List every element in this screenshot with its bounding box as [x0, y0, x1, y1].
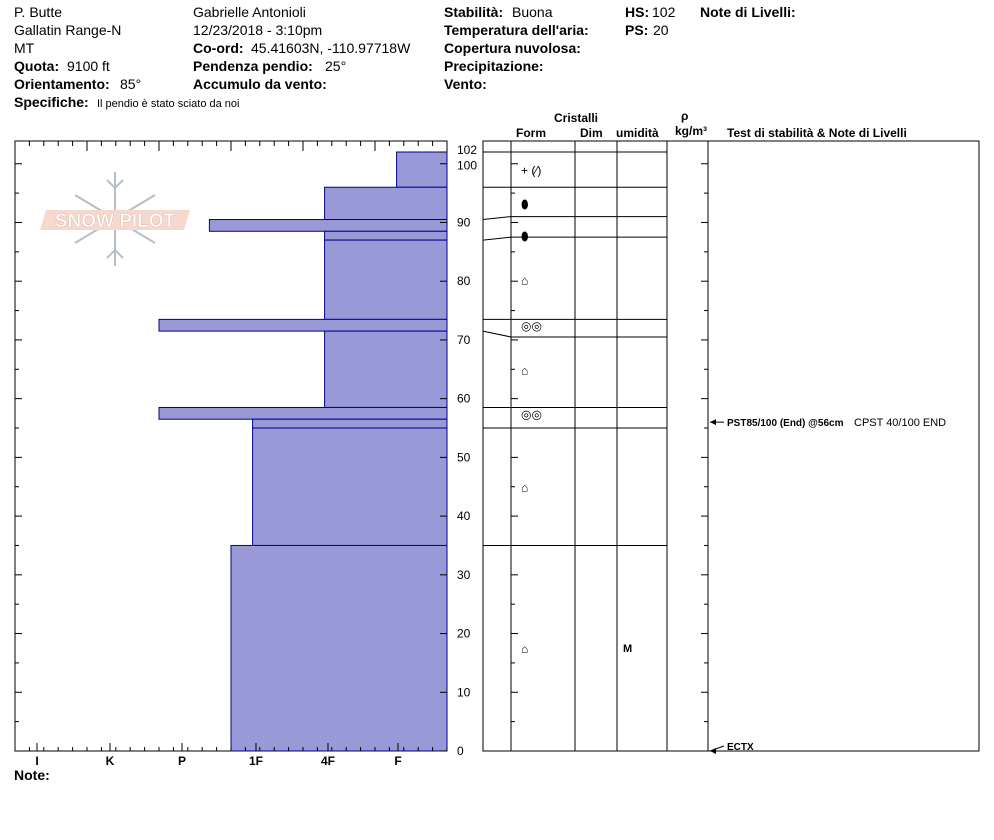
stability-value: Buona — [512, 4, 553, 20]
hardness-label-4F: 4F — [321, 754, 335, 768]
form-symbol-1: ⬮ — [521, 197, 529, 211]
col-umidita: umidità — [616, 126, 659, 140]
form-symbol-7: ◎◎ — [521, 407, 542, 421]
snowpilot-logo: SNOW PILOT — [40, 172, 190, 266]
orient-label: Orientamento: — [14, 76, 110, 92]
hardness-bar-1 — [324, 186, 448, 221]
coord-value: 45.41603N, -110.97718W — [251, 40, 411, 56]
depth-label-0: 0 — [457, 744, 464, 758]
moisture-10: M — [623, 643, 632, 655]
form-symbol-10: ⌂ — [521, 642, 528, 656]
depth-label-100: 100 — [457, 159, 477, 173]
test-arrowhead-0 — [710, 419, 716, 426]
hardness-label-K: K — [106, 754, 115, 768]
spec-label: Specifiche: — [14, 94, 89, 110]
hardness-bar-7 — [158, 406, 448, 420]
depth-label-102: 102 — [457, 143, 477, 157]
hs-value: 102 — [652, 4, 676, 20]
hardness-bar-2 — [208, 219, 448, 232]
table-frame — [482, 140, 980, 752]
form-symbol-9: ⌂ — [521, 481, 528, 495]
depth-label-60: 60 — [457, 392, 471, 406]
wind-accumulation-label: Accumulo da vento: — [193, 76, 327, 92]
depth-label-80: 80 — [457, 274, 471, 288]
depth-label-50: 50 — [457, 450, 471, 464]
hardness-bar-10 — [230, 544, 448, 752]
precip-label: Precipitazione: — [444, 58, 544, 74]
hardness-bar-5 — [158, 318, 448, 332]
form-symbol-3: ⬮ — [521, 230, 529, 244]
air-temp-label: Temperatura dell'aria: — [444, 22, 589, 38]
layer-connector-2 — [482, 216, 512, 221]
observer: Gabrielle Antonioli — [193, 4, 306, 20]
wind-label: Vento: — [444, 76, 487, 92]
location: P. Butte — [14, 4, 63, 20]
hardness-label-1F: 1F — [249, 754, 263, 768]
hardness-label-I: I — [35, 754, 38, 768]
col-form: Form — [516, 126, 546, 140]
slope-value: 25° — [325, 58, 347, 74]
spec-value: Il pendio è stato sciato da noi — [97, 98, 240, 110]
test-arrowhead-1 — [710, 748, 716, 754]
datetime: 12/23/2018 - 3:10pm — [193, 22, 323, 38]
cloud-label: Copertura nuvolosa: — [444, 40, 581, 56]
hardness-bar-0 — [396, 151, 448, 188]
col-rho-unit: kg/m³ — [675, 124, 708, 138]
slope-label: Pendenza pendio: — [193, 58, 313, 74]
stability-label: Stabilità: — [444, 4, 504, 20]
depth-label-10: 10 — [457, 685, 471, 699]
form-symbol-5: ◎◎ — [521, 319, 542, 333]
coord-label: Co-ord: — [193, 40, 244, 56]
depth-label-30: 30 — [457, 568, 471, 582]
layer-connector-3 — [482, 236, 512, 241]
hardness-bar-8 — [252, 418, 448, 429]
layer-connector-5 — [482, 330, 512, 338]
col-tests: Test di stabilità & Note di Livelli — [727, 126, 907, 140]
depth-label-20: 20 — [457, 627, 471, 641]
range: Gallatin Range-N — [14, 22, 122, 38]
orient-value: 85° — [120, 76, 142, 92]
hardness-bar-3 — [324, 230, 448, 241]
depth-label-40: 40 — [457, 509, 471, 523]
hardness-label-P: P — [178, 754, 186, 768]
form-symbol-0: + (⁄) — [521, 164, 541, 178]
hardness-bar-9 — [252, 427, 448, 546]
notes-levels-label: Note di Livelli: — [700, 4, 796, 20]
col-cristalli: Cristalli — [554, 111, 599, 125]
depth-label-90: 90 — [457, 215, 471, 229]
ps-label: PS: — [625, 22, 649, 38]
hardness-bar-4 — [324, 239, 448, 320]
hs-label: HS: — [625, 4, 650, 20]
depth-label-70: 70 — [457, 333, 471, 347]
form-symbol-6: ⌂ — [521, 363, 528, 377]
quota-value: 9100 ft — [67, 58, 110, 74]
ps-value: 20 — [653, 22, 669, 38]
logo-text: SNOW PILOT — [55, 211, 176, 232]
col-dim: Dim — [580, 126, 603, 140]
state: MT — [14, 40, 35, 56]
hardness-label-F: F — [394, 754, 401, 768]
hardness-bar-6 — [324, 330, 448, 408]
test-label-1: ECTX — [727, 742, 754, 753]
test-label-0: PST85/100 (End) @56cm — [727, 418, 844, 429]
col-rho: ρ — [681, 109, 689, 123]
note-label: Note: — [14, 767, 50, 783]
test-extra-0: CPST 40/100 END — [854, 417, 946, 429]
quota-label: Quota: — [14, 58, 60, 74]
form-symbol-4: ⌂ — [521, 274, 528, 288]
